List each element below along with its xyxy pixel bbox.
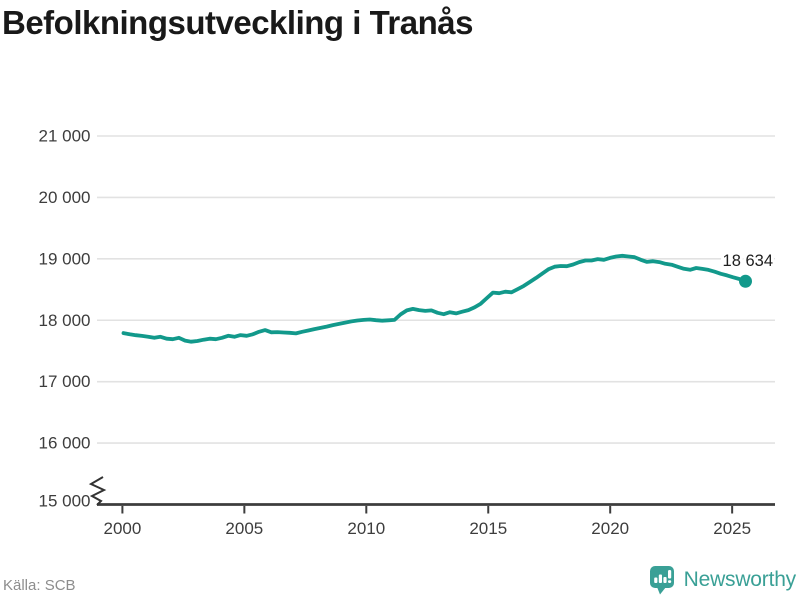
y-tick-label: 19 000 — [39, 249, 91, 268]
y-tick-label: 17 000 — [39, 372, 91, 391]
x-tick-label: 2005 — [225, 519, 263, 538]
x-tick-label: 2010 — [347, 519, 385, 538]
source-label: Källa: SCB — [3, 577, 76, 594]
x-tick-label: 2020 — [591, 519, 629, 538]
y-tick-label: 18 000 — [39, 311, 91, 330]
y-tick-label: 20 000 — [39, 188, 91, 207]
x-tick-label: 2025 — [713, 519, 751, 538]
newsworthy-brand: Newsworthy — [649, 564, 796, 596]
x-tick-label: 2000 — [103, 519, 141, 538]
y-tick-label: 21 000 — [39, 127, 91, 146]
x-tick-label: 2015 — [469, 519, 507, 538]
end-value-annotation: 18 634 — [723, 252, 773, 270]
y-tick-label: 15 000 — [39, 492, 91, 511]
axis-break-icon — [88, 476, 107, 506]
y-tick-label: 16 000 — [39, 434, 91, 453]
brand-name: Newsworthy — [683, 568, 797, 591]
population-line-series — [121, 253, 748, 344]
chart-title: Befolkningsutveckling i Tranås — [2, 4, 473, 41]
end-point-dot — [739, 274, 752, 288]
newsworthy-logo-icon — [649, 566, 674, 595]
